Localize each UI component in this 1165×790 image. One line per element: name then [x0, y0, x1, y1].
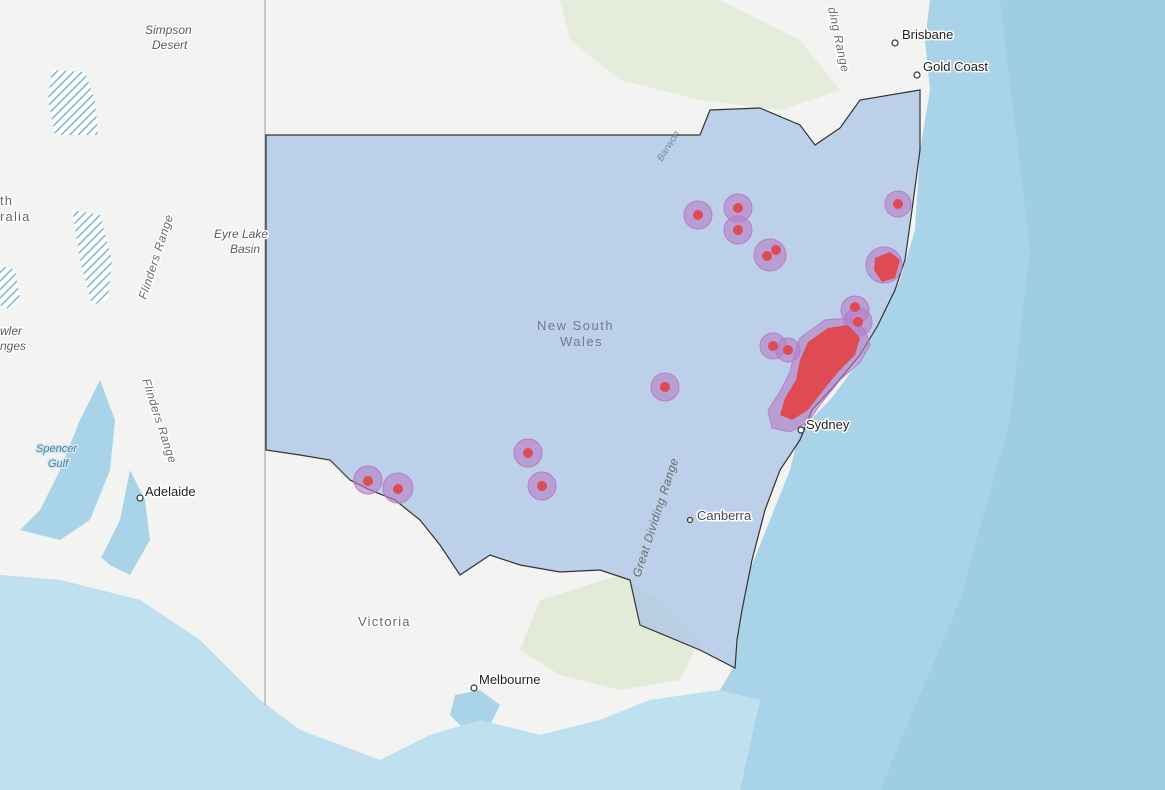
- hotspot[interactable]: [660, 382, 670, 392]
- hotspot[interactable]: [783, 345, 793, 355]
- nsw-label-1: New South: [537, 318, 614, 333]
- adelaide-marker[interactable]: [137, 495, 143, 501]
- hotspot[interactable]: [768, 341, 778, 351]
- eyre-basin-label-2: Basin: [230, 242, 260, 256]
- hotspot[interactable]: [537, 481, 547, 491]
- canberra-label: Canberra: [697, 508, 752, 523]
- simpson-desert-label-2: Desert: [152, 38, 188, 52]
- hotspot[interactable]: [733, 225, 743, 235]
- gold-coast-label: Gold Coast: [923, 59, 988, 74]
- hotspot[interactable]: [850, 302, 860, 312]
- hotspot[interactable]: [853, 317, 863, 327]
- victoria-label: Victoria: [358, 614, 411, 629]
- eyre-basin-label-1: Eyre Lake: [214, 227, 268, 241]
- hotspot[interactable]: [733, 203, 743, 213]
- hotspot[interactable]: [393, 484, 403, 494]
- spencer-gulf-label-2: Gulf: [48, 458, 69, 470]
- canberra-marker[interactable]: [688, 518, 693, 523]
- melbourne-marker[interactable]: [471, 685, 477, 691]
- hotspot[interactable]: [693, 210, 703, 220]
- hotspot[interactable]: [893, 199, 903, 209]
- gold-coast-marker[interactable]: [914, 72, 920, 78]
- brisbane-marker[interactable]: [892, 40, 898, 46]
- spencer-gulf-label-1: Spencer: [36, 443, 78, 455]
- hotspot[interactable]: [762, 251, 772, 261]
- sydney-marker[interactable]: [798, 427, 804, 433]
- hotspot[interactable]: [523, 448, 533, 458]
- nsw-label-2: Wales: [560, 334, 603, 349]
- south-australia-label-1: th: [0, 193, 13, 208]
- adelaide-label: Adelaide: [145, 484, 196, 499]
- gawler-ranges-label-1: wler: [0, 324, 23, 338]
- gawler-ranges-label-2: nges: [0, 339, 26, 353]
- melbourne-label: Melbourne: [479, 672, 540, 687]
- brisbane-label: Brisbane: [902, 27, 953, 42]
- simpson-desert-label-1: Simpson: [145, 23, 192, 37]
- south-australia-label-2: ralia: [0, 209, 31, 224]
- hotspot[interactable]: [771, 245, 781, 255]
- hotspot[interactable]: [363, 476, 373, 486]
- sydney-label: Sydney: [806, 417, 850, 432]
